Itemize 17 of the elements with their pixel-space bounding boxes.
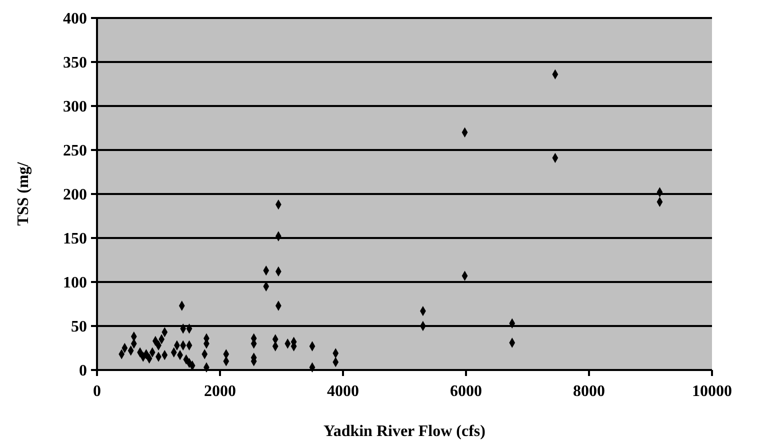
y-tick-label: 150 bbox=[63, 230, 87, 248]
x-tick-label: 0 bbox=[93, 383, 101, 400]
y-tick-label: 50 bbox=[71, 318, 87, 336]
x-tick-label: 2000 bbox=[204, 383, 236, 400]
y-tick-label: 300 bbox=[63, 98, 87, 116]
x-tick-label: 10000 bbox=[692, 383, 732, 400]
x-tick-label: 6000 bbox=[450, 383, 482, 400]
y-tick-label: 250 bbox=[63, 142, 87, 160]
y-tick-label: 0 bbox=[79, 362, 87, 380]
x-axis-title: Yadkin River Flow (cfs) bbox=[324, 423, 486, 440]
y-tick-label: 400 bbox=[63, 10, 87, 28]
x-tick-label: 4000 bbox=[327, 383, 359, 400]
y-tick-label: 100 bbox=[63, 274, 87, 292]
y-axis-title: TSS (mg/ bbox=[15, 162, 32, 226]
y-tick-label: 200 bbox=[63, 186, 87, 204]
x-tick-label: 8000 bbox=[573, 383, 605, 400]
y-tick-label: 350 bbox=[63, 54, 87, 72]
